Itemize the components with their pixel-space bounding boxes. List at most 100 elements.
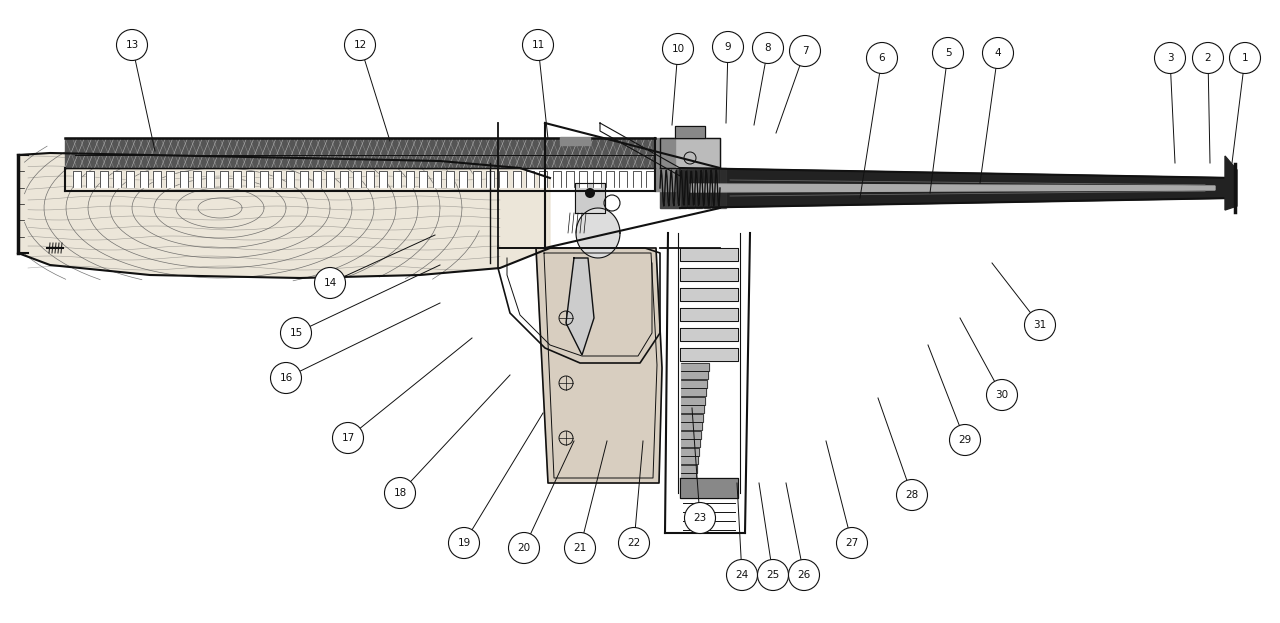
Polygon shape [696,168,701,208]
Polygon shape [593,171,600,187]
Circle shape [1193,42,1224,74]
Polygon shape [526,171,534,187]
Polygon shape [300,171,307,187]
Polygon shape [689,168,694,208]
Polygon shape [179,171,188,187]
Polygon shape [681,473,696,481]
Polygon shape [712,168,718,208]
Polygon shape [499,171,507,187]
Polygon shape [575,183,605,213]
Polygon shape [220,171,228,187]
Text: 30: 30 [996,390,1009,400]
Polygon shape [553,171,561,187]
Text: 8: 8 [764,43,772,53]
Polygon shape [406,171,415,187]
Polygon shape [1225,156,1236,210]
Polygon shape [680,248,739,261]
Polygon shape [353,171,361,187]
Polygon shape [680,328,739,341]
Text: 28: 28 [905,490,919,500]
Polygon shape [447,171,454,187]
Polygon shape [65,138,655,168]
Circle shape [280,318,311,348]
Polygon shape [681,456,698,464]
Text: 2: 2 [1204,53,1211,63]
Polygon shape [690,184,1215,192]
Polygon shape [513,171,521,187]
Circle shape [896,480,928,510]
Text: 12: 12 [353,40,366,50]
Circle shape [837,528,868,558]
Polygon shape [379,171,388,187]
Circle shape [344,29,375,60]
Polygon shape [632,171,641,187]
Polygon shape [681,371,708,379]
Text: 1: 1 [1242,53,1248,63]
Text: 9: 9 [724,42,731,52]
Polygon shape [680,308,739,321]
Text: 19: 19 [457,538,471,548]
Circle shape [315,267,346,298]
Polygon shape [166,171,174,187]
Text: 4: 4 [995,48,1001,58]
Polygon shape [233,171,241,187]
Polygon shape [393,171,401,187]
Polygon shape [646,171,654,187]
Circle shape [585,188,595,198]
Polygon shape [73,171,81,187]
Text: 18: 18 [393,488,407,498]
Circle shape [950,424,980,455]
Circle shape [790,36,820,67]
Polygon shape [193,171,201,187]
Circle shape [758,559,788,591]
Circle shape [1230,42,1261,74]
Polygon shape [681,397,705,405]
Circle shape [987,379,1018,411]
Polygon shape [536,248,662,483]
Circle shape [933,37,964,69]
Circle shape [270,363,302,394]
Text: 26: 26 [797,570,810,580]
Polygon shape [655,138,675,191]
Polygon shape [680,168,686,208]
Circle shape [564,533,595,563]
Polygon shape [140,171,147,187]
Polygon shape [675,126,705,138]
Polygon shape [580,171,588,187]
Polygon shape [660,168,680,208]
Polygon shape [681,414,703,422]
Polygon shape [680,168,1235,208]
Text: 20: 20 [517,543,531,553]
Text: 25: 25 [767,570,780,580]
Polygon shape [680,268,739,281]
Polygon shape [680,478,739,498]
Circle shape [727,559,758,591]
Text: 31: 31 [1033,320,1047,330]
Circle shape [867,42,897,74]
Polygon shape [366,171,374,187]
Circle shape [384,477,416,508]
Text: 27: 27 [845,538,859,548]
Polygon shape [566,171,573,187]
Polygon shape [246,171,255,187]
Circle shape [685,503,716,533]
Text: 29: 29 [959,435,972,445]
Circle shape [663,34,694,65]
Polygon shape [620,171,627,187]
Text: 11: 11 [531,40,544,50]
Text: 15: 15 [289,328,302,338]
Circle shape [522,29,553,60]
Text: 10: 10 [672,44,685,54]
Circle shape [448,528,480,558]
Polygon shape [681,388,707,396]
Polygon shape [287,171,294,187]
Polygon shape [100,171,108,187]
Polygon shape [576,208,620,258]
Polygon shape [681,363,709,371]
Text: 14: 14 [324,278,337,288]
Polygon shape [681,380,707,388]
Polygon shape [260,171,268,187]
Circle shape [618,528,649,558]
Polygon shape [539,171,548,187]
Circle shape [788,559,819,591]
